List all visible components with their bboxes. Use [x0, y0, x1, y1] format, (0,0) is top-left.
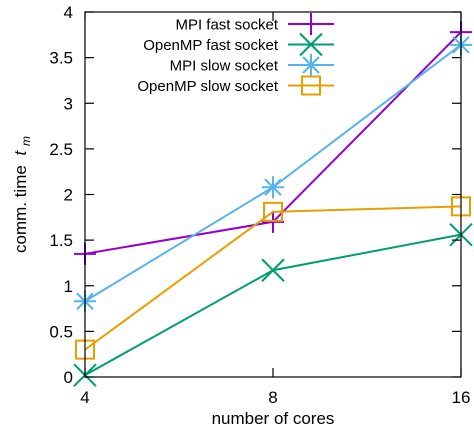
x-tick-label: 16 [452, 388, 471, 407]
y-tick-label: 0.5 [49, 322, 73, 341]
y-tick-label: 2.5 [49, 140, 73, 159]
x-tick-label: 8 [268, 388, 277, 407]
series-line [84, 233, 462, 377]
series-layer [73, 21, 473, 387]
data-point-marker [263, 201, 283, 222]
legend-swatch-marker [299, 32, 323, 57]
legend-label: MPI fast socket [175, 17, 278, 34]
y-axis-title-text: comm. time [11, 165, 30, 253]
legend-swatch-marker [300, 54, 322, 76]
tick-layer: 0 0.5 1 1.5 2 2.5 3 3.5 4 4 8 16 [49, 3, 470, 407]
legend-label: OpenMP slow socket [137, 78, 278, 95]
y-axis-title-subscript: m [19, 136, 33, 146]
y-tick-label: 3 [64, 94, 73, 113]
legend-label: OpenMP fast socket [143, 37, 279, 54]
series-line [84, 205, 462, 351]
data-point-marker [262, 210, 284, 233]
legend-entry: MPI slow socket [170, 54, 334, 76]
y-tick-label: 2 [64, 186, 73, 205]
data-point-marker [262, 176, 284, 199]
data-point-marker [261, 258, 285, 282]
y-tick-label: 1.5 [49, 231, 73, 250]
y-axis-title: comm. time t m [11, 136, 33, 253]
x-axis-title: number of cores [212, 409, 335, 428]
y-tick-label: 3.5 [49, 49, 73, 68]
legend-swatch-marker [300, 13, 322, 35]
series-openmp-fast-socket [73, 222, 473, 387]
legend-entry: OpenMP fast socket [143, 32, 334, 57]
legend-swatch-marker [301, 75, 321, 96]
y-tick-label: 4 [64, 3, 73, 22]
legend-label: MPI slow socket [170, 58, 279, 75]
legend-entry: MPI fast socket [175, 13, 334, 35]
x-tick-label: 4 [80, 388, 89, 407]
legend: MPI fast socket OpenMP fast socket MPI slo… [137, 13, 334, 96]
y-tick-label: 1 [64, 277, 73, 296]
legend-entry: OpenMP slow socket [137, 75, 334, 96]
y-tick-label: 0 [64, 368, 73, 387]
y-axis-title-symbol: t [11, 149, 30, 155]
series-openmp-slow-socket [75, 196, 471, 360]
